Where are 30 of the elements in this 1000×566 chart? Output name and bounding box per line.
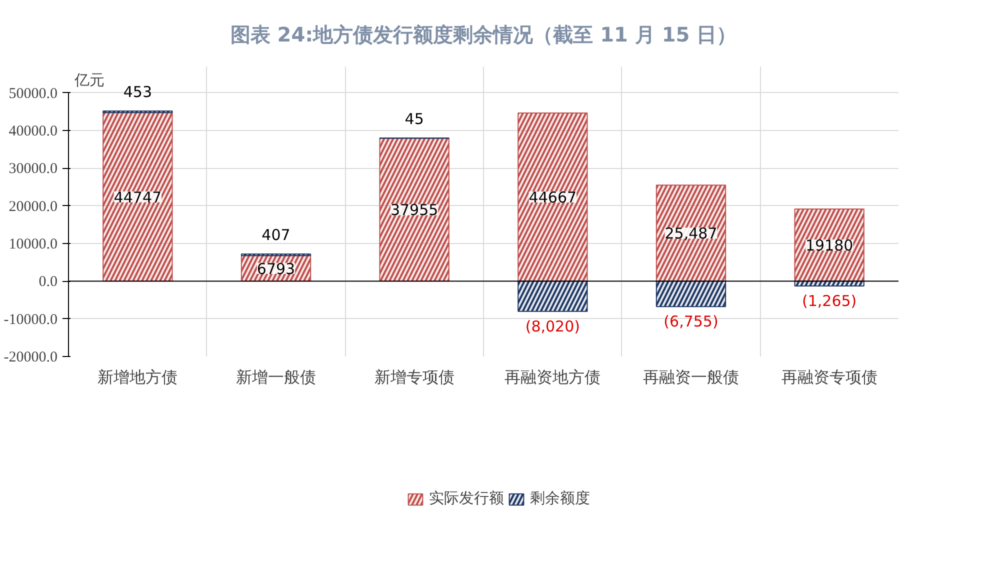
chart-title: 图表 24:地方债发行额度剩余情况（截至 11 月 15 日） [230, 22, 737, 46]
data-label: 45 [404, 110, 424, 128]
data-label: (6,755) [664, 312, 718, 331]
x-tick-label: 新增一般债 [236, 368, 316, 386]
y-tick-label: 10000.0 [8, 236, 58, 253]
y-tick-label: -20000.0 [4, 350, 58, 366]
x-tick-label: 新增地方债 [98, 368, 178, 386]
legend-label: 实际发行额 [429, 489, 504, 508]
y-tick-label: 50000.0 [8, 86, 58, 102]
x-tick-label: 新增专项债 [374, 368, 454, 386]
legend-label: 剩余额度 [530, 489, 590, 508]
data-label: 44667 [528, 188, 577, 207]
y-tick-label: -10000.0 [4, 312, 58, 328]
text: 亿元 [74, 72, 104, 89]
data-label: 19180 [805, 236, 854, 255]
data-label: 25,487 [664, 224, 718, 243]
y-tick-label: 0.0 [38, 274, 58, 290]
x-tick-label: 再融资地方债 [504, 368, 601, 386]
data-label: 407 [262, 226, 290, 244]
data-label: (1,265) [802, 292, 857, 310]
data-label: 37955 [390, 201, 438, 220]
y-tick-label: 40000.0 [8, 124, 58, 140]
data-label: 44747 [114, 188, 162, 206]
y-tick-label: 20000.0 [8, 198, 58, 215]
x-tick-label: 再融资专项债 [781, 368, 878, 386]
y-tick-label: 30000.0 [8, 161, 58, 178]
data-label: 453 [123, 82, 152, 101]
data-label: 6793 [256, 260, 296, 278]
data-label: (8,020) [525, 317, 580, 336]
x-tick-label: 再融资一般债 [643, 368, 739, 386]
